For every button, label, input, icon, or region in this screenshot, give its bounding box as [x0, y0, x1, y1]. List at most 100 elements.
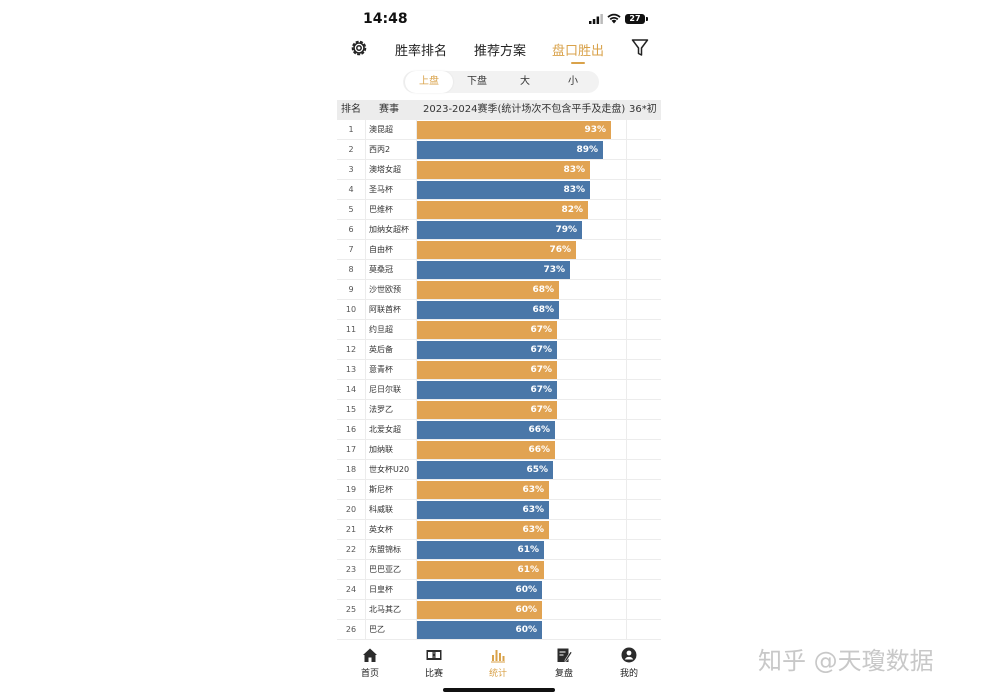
row-league-name[interactable]: 巴巴亚乙 [365, 560, 417, 579]
win-rate-bar: 67% [417, 381, 557, 399]
row-league-name[interactable]: 意青杯 [365, 360, 417, 379]
row-extra-cell [626, 120, 662, 139]
table-row[interactable]: 8 莫桑冠 73% [337, 260, 661, 280]
active-tab-indicator [571, 62, 585, 64]
table-row[interactable]: 24 日皇杯 60% [337, 580, 661, 600]
header-season[interactable]: 2023-2024赛季(统计场次不包含平手及走盘) [423, 104, 626, 115]
segment-over[interactable]: 大 [520, 76, 530, 87]
row-extra-cell [626, 580, 662, 599]
row-league-name[interactable]: 阿联酋杯 [365, 300, 417, 319]
table-row[interactable]: 10 阿联酋杯 68% [337, 300, 661, 320]
table-row[interactable]: 23 巴巴亚乙 61% [337, 560, 661, 580]
win-rate-label: 73% [543, 265, 565, 275]
table-row[interactable]: 21 英女杯 63% [337, 520, 661, 540]
gear-icon[interactable] [349, 38, 369, 58]
row-league-name[interactable]: 北爱女超 [365, 420, 417, 439]
table-row[interactable]: 11 约旦超 67% [337, 320, 661, 340]
tab-recommendations[interactable]: 推荐方案 [474, 44, 527, 59]
row-league-name[interactable]: 加纳联 [365, 440, 417, 459]
row-league-name[interactable]: 澳塔女超 [365, 160, 417, 179]
win-rate-label: 83% [563, 165, 585, 175]
table-row[interactable]: 26 巴乙 60% [337, 620, 661, 640]
table-row[interactable]: 2 西丙2 89% [337, 140, 661, 160]
table-row[interactable]: 6 加纳女超杯 79% [337, 220, 661, 240]
win-rate-bar: 83% [417, 161, 590, 179]
table-row[interactable]: 25 北马其乙 60% [337, 600, 661, 620]
edit-note-icon [557, 648, 572, 662]
row-league-name[interactable]: 圣马杯 [365, 180, 417, 199]
header-extra[interactable]: 36*初 [629, 104, 657, 115]
bottom-tab-label: 比赛 [424, 669, 443, 679]
row-league-name[interactable]: 英女杯 [365, 520, 417, 539]
win-rate-label: 76% [549, 245, 571, 255]
row-extra-cell [626, 520, 662, 539]
row-league-name[interactable]: 东盟锦标 [365, 540, 417, 559]
bottom-tab-home[interactable]: 首页 [350, 647, 390, 679]
table-row[interactable]: 20 科威联 63% [337, 500, 661, 520]
row-extra-cell [626, 540, 662, 559]
win-rate-bar: 63% [417, 521, 549, 539]
table-row[interactable]: 18 世女杯U20 65% [337, 460, 661, 480]
row-league-name[interactable]: 澳昆超 [365, 120, 417, 139]
segment-under[interactable]: 小 [568, 76, 578, 87]
status-bar: 14:48 27 [337, 0, 661, 38]
table-row[interactable]: 1 澳昆超 93% [337, 120, 661, 140]
row-league-name[interactable]: 西丙2 [365, 140, 417, 159]
tab-win-rate-ranking[interactable]: 胜率排名 [395, 44, 448, 59]
row-league-name[interactable]: 英后备 [365, 340, 417, 359]
row-league-name[interactable]: 沙世欧预 [365, 280, 417, 299]
row-extra-cell [626, 360, 662, 379]
tab-handicap-wins[interactable]: 盘口胜出 [552, 44, 605, 59]
table-row[interactable]: 12 英后备 67% [337, 340, 661, 360]
table-row[interactable]: 9 沙世欧预 68% [337, 280, 661, 300]
table-row[interactable]: 15 法罗乙 67% [337, 400, 661, 420]
row-rank: 1 [337, 120, 366, 139]
row-league-name[interactable]: 斯尼杯 [365, 480, 417, 499]
row-league-name[interactable]: 莫桑冠 [365, 260, 417, 279]
bottom-tab-matches[interactable]: 比赛 [414, 647, 454, 679]
win-rate-label: 67% [530, 405, 552, 415]
bottom-tab-me[interactable]: 我的 [609, 647, 649, 679]
win-rate-label: 60% [515, 585, 537, 595]
wifi-icon [607, 13, 621, 24]
table-row[interactable]: 16 北爱女超 66% [337, 420, 661, 440]
win-rate-bar: 65% [417, 461, 553, 479]
signal-icon [589, 14, 603, 24]
table-row[interactable]: 17 加纳联 66% [337, 440, 661, 460]
bottom-tab-stats[interactable]: 统计 [478, 647, 518, 679]
table-row[interactable]: 4 圣马杯 83% [337, 180, 661, 200]
row-league-name[interactable]: 法罗乙 [365, 400, 417, 419]
table-row[interactable]: 14 尼日尔联 67% [337, 380, 661, 400]
row-league-name[interactable]: 日皇杯 [365, 580, 417, 599]
row-league-name[interactable]: 加纳女超杯 [365, 220, 417, 239]
win-rate-bar: 68% [417, 301, 559, 319]
row-league-name[interactable]: 巴乙 [365, 620, 417, 639]
win-rate-bar: 60% [417, 601, 542, 619]
bar-chart-icon [491, 650, 505, 663]
row-league-name[interactable]: 约旦超 [365, 320, 417, 339]
row-extra-cell [626, 600, 662, 619]
table-row[interactable]: 13 意青杯 67% [337, 360, 661, 380]
win-rate-bar: 89% [417, 141, 603, 159]
table-header: 排名 赛事 2023-2024赛季(统计场次不包含平手及走盘) 36*初 [337, 100, 661, 120]
row-league-name[interactable]: 世女杯U20 [365, 460, 417, 479]
table-row[interactable]: 22 东盟锦标 61% [337, 540, 661, 560]
segment-under-handicap[interactable]: 下盘 [467, 76, 487, 87]
win-rate-bar: 76% [417, 241, 576, 259]
win-rate-label: 60% [515, 625, 537, 635]
table-row[interactable]: 7 自由杯 76% [337, 240, 661, 260]
home-indicator[interactable] [443, 688, 555, 692]
row-league-name[interactable]: 自由杯 [365, 240, 417, 259]
table-row[interactable]: 5 巴维杯 82% [337, 200, 661, 220]
table-row[interactable]: 19 斯尼杯 63% [337, 480, 661, 500]
filter-icon[interactable] [631, 38, 649, 58]
segment-over-handicap[interactable]: 上盘 [405, 71, 453, 93]
row-league-name[interactable]: 尼日尔联 [365, 380, 417, 399]
table-row[interactable]: 3 澳塔女超 83% [337, 160, 661, 180]
row-league-name[interactable]: 巴维杯 [365, 200, 417, 219]
row-league-name[interactable]: 科威联 [365, 500, 417, 519]
row-league-name[interactable]: 北马其乙 [365, 600, 417, 619]
bottom-tab-review[interactable]: 复盘 [544, 647, 584, 679]
row-rank: 4 [337, 180, 366, 199]
row-rank: 22 [337, 540, 366, 559]
